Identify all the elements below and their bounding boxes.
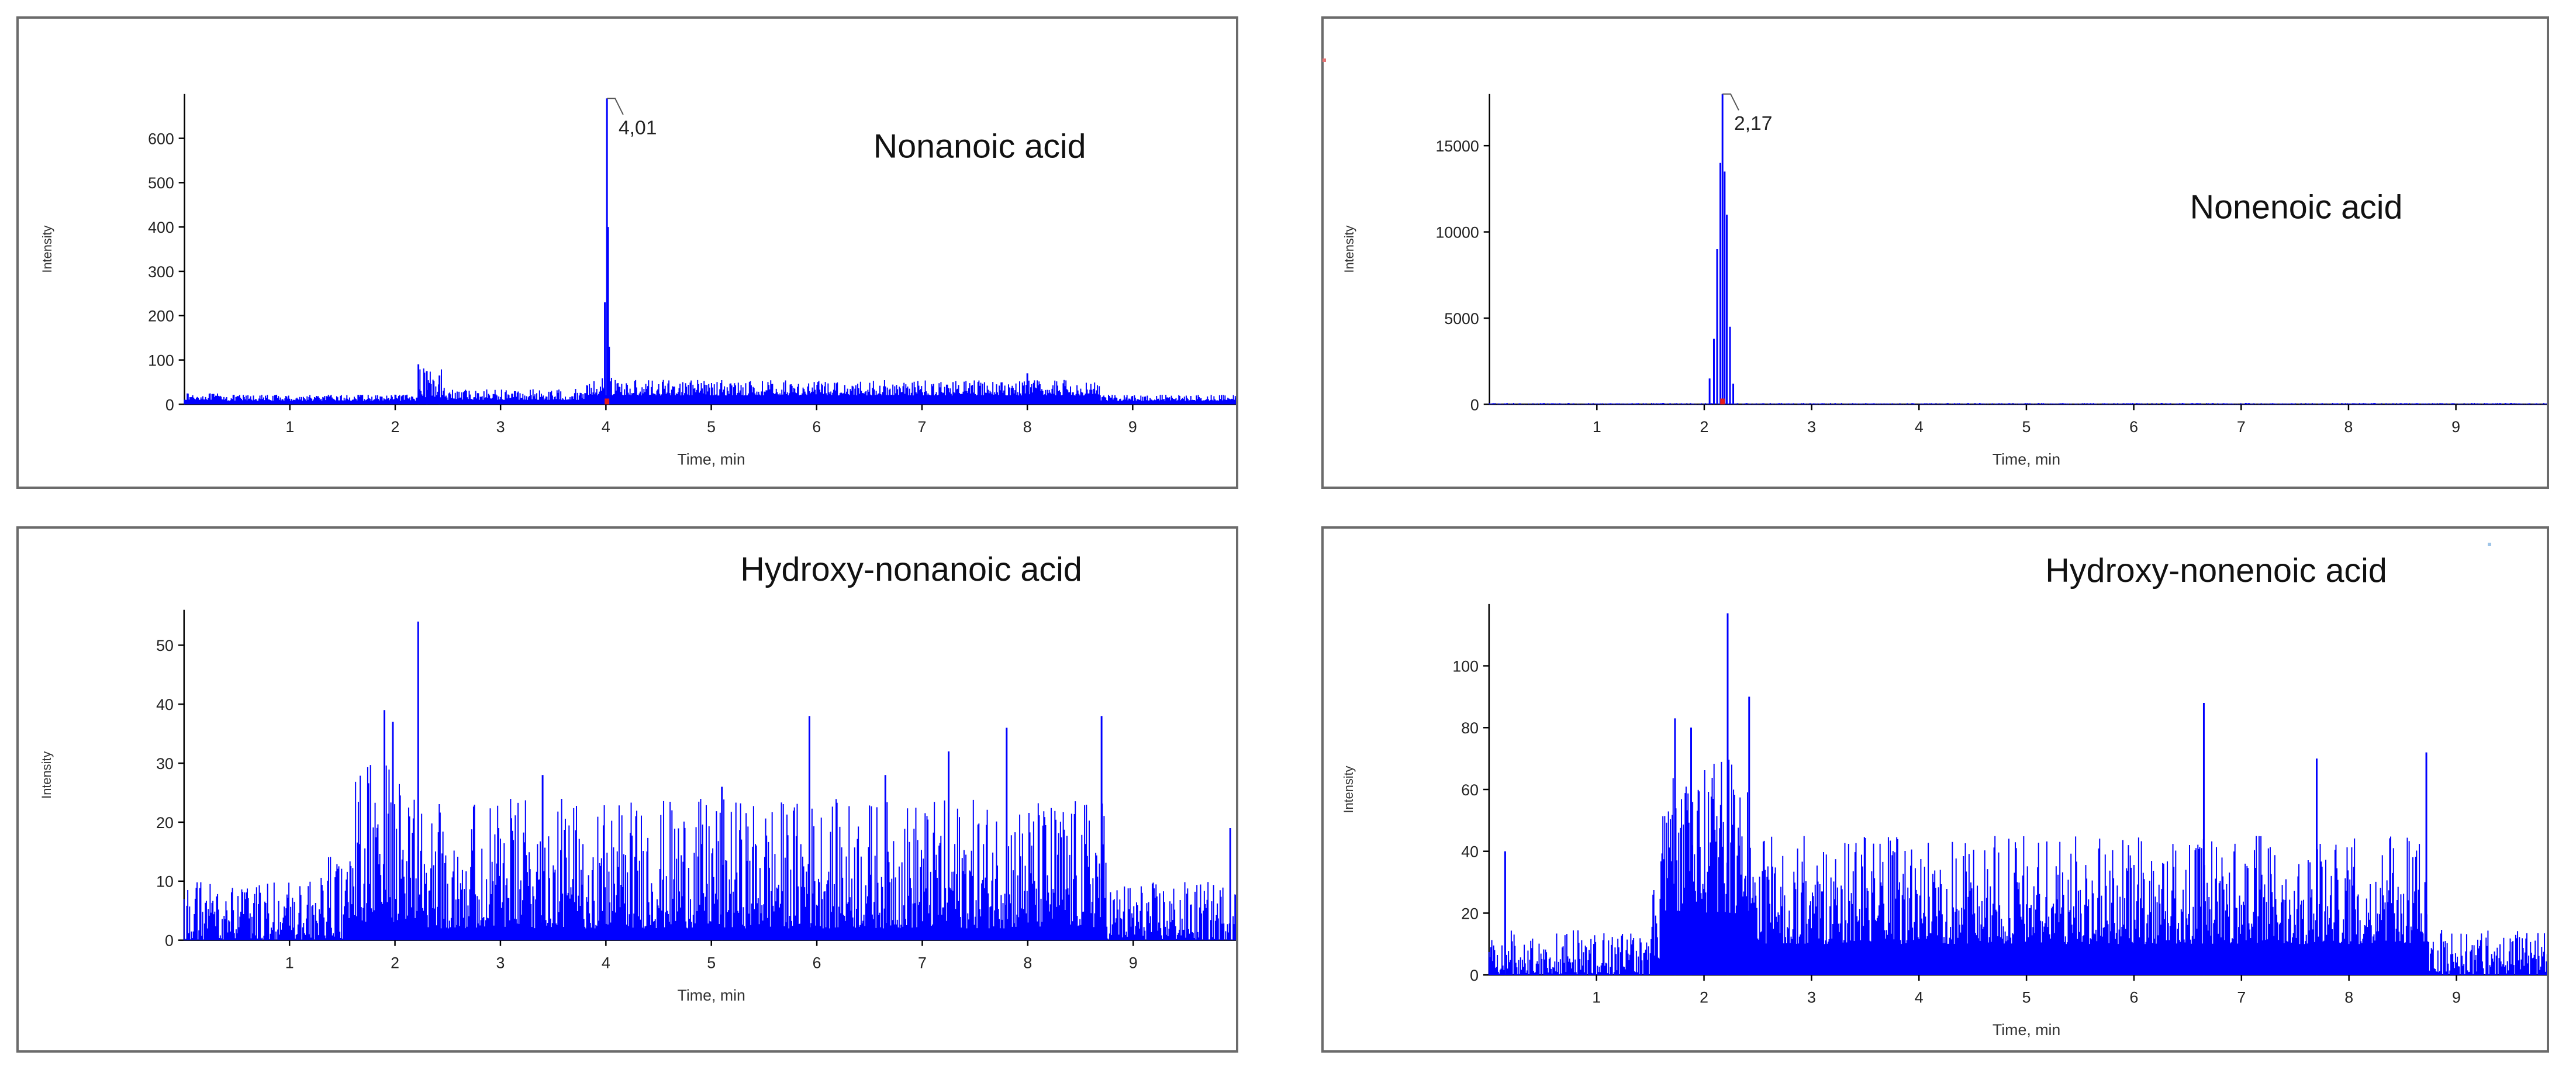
y-tick-label: 100 xyxy=(148,351,174,369)
x-axis-label: Time, min xyxy=(678,987,745,1004)
y-axis-label: Intensity xyxy=(39,751,54,799)
y-tick-label: 400 xyxy=(148,219,174,236)
x-tick-label: 1 xyxy=(1593,418,1601,436)
y-tick-label: 20 xyxy=(1461,905,1479,922)
y-tick-label: 0 xyxy=(165,396,174,413)
x-tick-label: 5 xyxy=(2022,989,2031,1006)
x-axis-label: Time, min xyxy=(1993,450,2060,468)
chart-title: Hydroxy-nonanoic acid xyxy=(740,551,1082,588)
stray-mark xyxy=(2488,543,2491,546)
x-tick-label: 5 xyxy=(2022,418,2031,436)
x-tick-label: 1 xyxy=(1592,989,1601,1006)
chart-panel-hydroxy-nonenoic-acid: Hydroxy-nonenoic acid Intensity Time, min 1… xyxy=(1321,526,2549,1053)
stray-mark xyxy=(1322,58,1326,62)
y-tick-label: 15000 xyxy=(1435,137,1479,155)
y-tick-label: 30 xyxy=(156,755,174,773)
x-tick-label: 3 xyxy=(1807,989,1816,1006)
x-tick-label: 8 xyxy=(2344,418,2353,436)
y-tick-label: 10000 xyxy=(1435,223,1479,241)
series-baseline-trace xyxy=(183,765,1236,940)
x-tick-label: 3 xyxy=(496,418,505,436)
x-tick-label: 8 xyxy=(1023,954,1032,971)
y-tick-label: 0 xyxy=(165,932,174,950)
series-baseline-trace xyxy=(1488,760,2547,975)
y-tick-label: 500 xyxy=(148,174,174,192)
chromatogram-svg: Nonanoic acid Intensity Time, min 1 2 3 4 5 6 7 8 9… xyxy=(40,94,1236,468)
y-axis-label: Intensity xyxy=(40,225,54,273)
x-tick-label: 8 xyxy=(1023,418,1032,436)
chart-panel-nonanoic-acid: Nonanoic acid Intensity Time, min 1 2 3 4 5 6 7 8 9… xyxy=(16,16,1238,489)
x-tick-label: 9 xyxy=(2451,418,2460,436)
y-tick-label: 80 xyxy=(1461,719,1479,737)
x-axis-label: Time, min xyxy=(1993,1021,2060,1039)
x-tick-label: 6 xyxy=(2130,989,2139,1006)
y-tick-label: 40 xyxy=(156,696,174,713)
y-tick-label: 100 xyxy=(1452,657,1479,675)
chart-title: Hydroxy-nonenoic acid xyxy=(2045,552,2387,589)
y-tick-label: 60 xyxy=(1461,781,1479,799)
y-tick-label: 0 xyxy=(1470,396,1479,413)
peak-label: 2,17 xyxy=(1734,113,1773,135)
series-baseline-trace xyxy=(184,368,1236,405)
x-tick-label: 2 xyxy=(391,418,400,436)
x-tick-label: 6 xyxy=(813,954,821,971)
peak-label: 4,01 xyxy=(619,118,657,139)
x-axis-label: Time, min xyxy=(677,450,745,468)
x-tick-label: 9 xyxy=(2452,989,2461,1006)
x-tick-label: 5 xyxy=(707,418,716,436)
y-tick-label: 600 xyxy=(148,130,174,147)
y-tick-label: 10 xyxy=(156,873,174,891)
chart-panel-nonenoic-acid: Nonenoic acid Intensity Time, min 1 2 3 4 5 6 7 8 9… xyxy=(1321,16,2549,489)
y-axis-label: Intensity xyxy=(1341,765,1356,813)
x-tick-label: 6 xyxy=(2129,418,2138,436)
x-tick-label: 3 xyxy=(1807,418,1816,436)
x-tick-label: 4 xyxy=(602,418,610,436)
x-tick-label: 8 xyxy=(2344,989,2353,1006)
y-tick-label: 50 xyxy=(156,637,174,654)
x-tick-label: 1 xyxy=(285,418,294,436)
x-tick-label: 7 xyxy=(918,954,927,971)
x-tick-label: 6 xyxy=(812,418,821,436)
y-tick-label: 200 xyxy=(148,308,174,325)
chromatogram-svg: Hydroxy-nonenoic acid Intensity Time, min 1… xyxy=(1341,552,2547,1039)
chart-panel-hydroxy-nonanoic-acid: Hydroxy-nonanoic acid Intensity Time, min 1… xyxy=(16,526,1238,1053)
peak-marker xyxy=(605,398,610,405)
peak-label-leader xyxy=(607,98,624,115)
x-tick-label: 9 xyxy=(1129,954,1138,971)
x-tick-label: 5 xyxy=(707,954,716,971)
y-tick-label: 0 xyxy=(1470,967,1479,984)
x-tick-label: 3 xyxy=(496,954,505,971)
chart-title: Nonenoic acid xyxy=(2190,189,2403,226)
x-tick-label: 4 xyxy=(602,954,610,971)
y-axis-label: Intensity xyxy=(1342,225,1356,273)
x-tick-label: 7 xyxy=(2237,989,2246,1006)
chart-title: Nonanoic acid xyxy=(873,128,1086,165)
x-tick-label: 2 xyxy=(391,954,399,971)
x-tick-label: 7 xyxy=(918,418,927,436)
x-tick-label: 4 xyxy=(1915,989,1924,1006)
x-tick-label: 1 xyxy=(285,954,294,971)
peak-label-leader xyxy=(1722,93,1739,111)
x-tick-label: 7 xyxy=(2237,418,2246,436)
y-tick-label: 20 xyxy=(156,814,174,832)
y-tick-label: 5000 xyxy=(1444,310,1479,327)
x-tick-label: 2 xyxy=(1700,418,1709,436)
chromatogram-svg: Nonenoic acid Intensity Time, min 1 2 3 4 5 6 7 8 9… xyxy=(1342,93,2547,468)
chromatogram-svg: Hydroxy-nonanoic acid Intensity Time, min 1… xyxy=(39,551,1236,1004)
y-tick-label: 300 xyxy=(148,263,174,281)
x-tick-label: 9 xyxy=(1128,418,1137,436)
peak-marker xyxy=(1720,398,1725,405)
y-tick-label: 40 xyxy=(1461,843,1479,861)
x-tick-label: 4 xyxy=(1915,418,1924,436)
x-tick-label: 2 xyxy=(1700,989,1708,1006)
